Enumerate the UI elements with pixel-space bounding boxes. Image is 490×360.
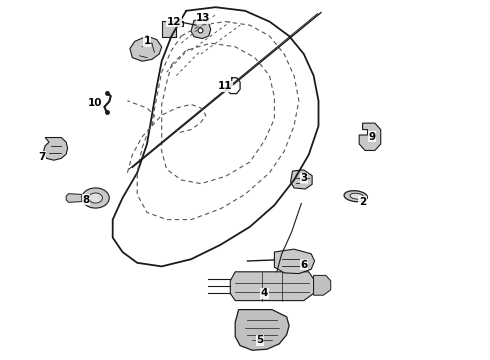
Text: 10: 10 bbox=[88, 98, 103, 108]
Text: 2: 2 bbox=[359, 197, 366, 207]
Text: 1: 1 bbox=[144, 36, 150, 46]
Polygon shape bbox=[162, 21, 183, 37]
Polygon shape bbox=[191, 19, 211, 39]
Text: 9: 9 bbox=[369, 132, 376, 142]
Polygon shape bbox=[66, 194, 82, 202]
Text: 4: 4 bbox=[261, 288, 269, 298]
Text: 12: 12 bbox=[167, 17, 181, 27]
Ellipse shape bbox=[350, 193, 364, 199]
Polygon shape bbox=[314, 275, 331, 295]
Text: 5: 5 bbox=[256, 335, 263, 345]
Text: 13: 13 bbox=[196, 13, 211, 23]
Circle shape bbox=[82, 188, 109, 208]
Circle shape bbox=[89, 193, 102, 203]
Text: 8: 8 bbox=[82, 195, 89, 205]
Polygon shape bbox=[274, 249, 315, 274]
Polygon shape bbox=[130, 36, 162, 61]
Text: 3: 3 bbox=[300, 173, 307, 183]
Polygon shape bbox=[291, 170, 312, 189]
Polygon shape bbox=[43, 138, 68, 160]
Text: 11: 11 bbox=[218, 81, 233, 91]
Ellipse shape bbox=[344, 191, 368, 202]
Polygon shape bbox=[359, 123, 381, 150]
Text: 7: 7 bbox=[38, 152, 46, 162]
Polygon shape bbox=[230, 272, 314, 301]
Polygon shape bbox=[235, 310, 289, 350]
Text: 6: 6 bbox=[300, 260, 307, 270]
